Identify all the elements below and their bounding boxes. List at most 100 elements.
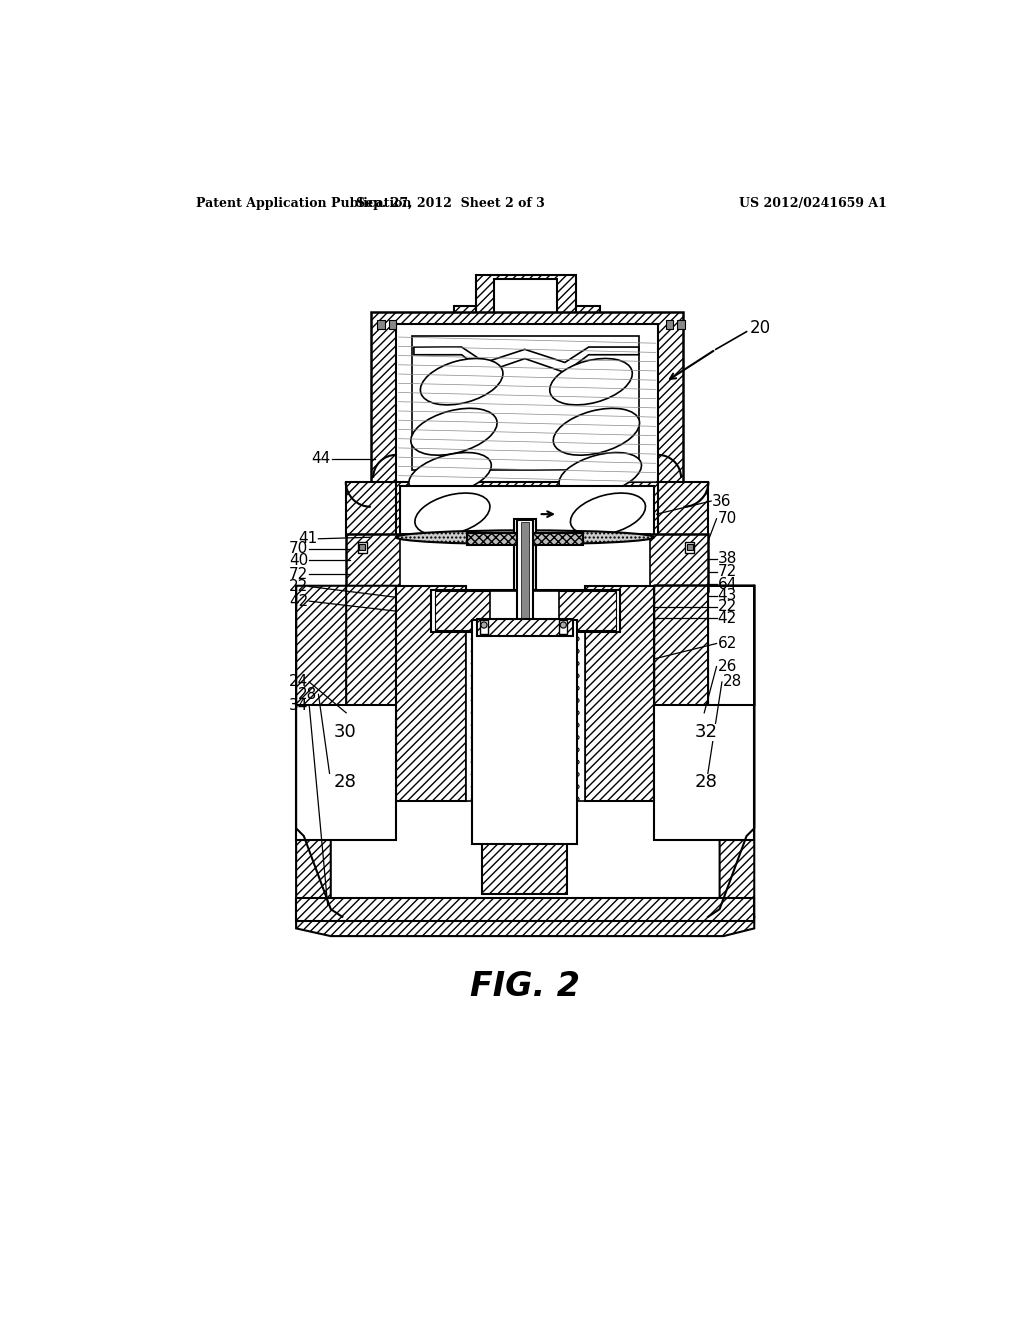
Bar [296,705,396,840]
Bar [677,321,685,330]
Ellipse shape [552,635,580,644]
Ellipse shape [471,671,499,681]
Bar [686,544,692,550]
Bar [685,543,694,553]
Bar [357,543,367,553]
Ellipse shape [471,659,499,668]
Ellipse shape [481,622,487,628]
Text: 38: 38 [718,552,737,566]
Ellipse shape [471,721,499,730]
Text: 24: 24 [289,675,308,689]
Ellipse shape [553,408,640,455]
Bar [487,804,562,842]
Ellipse shape [396,531,653,544]
Text: Patent Application Publication: Patent Application Publication [196,197,412,210]
Polygon shape [654,586,755,917]
Bar [502,805,548,821]
Bar [296,898,755,921]
Bar [477,619,572,636]
Ellipse shape [552,671,580,681]
Text: 64: 64 [718,577,737,591]
Bar [480,620,487,635]
Ellipse shape [421,359,503,405]
Ellipse shape [552,684,580,693]
Text: 44: 44 [311,451,331,466]
Ellipse shape [559,453,641,496]
Bar [654,705,755,840]
Bar [377,321,385,330]
Ellipse shape [471,795,499,804]
Ellipse shape [552,758,580,767]
Bar [467,533,583,545]
Text: 30: 30 [333,723,356,741]
Bar [326,723,364,741]
Text: 36: 36 [712,494,732,508]
Text: 22: 22 [718,599,737,614]
Text: 41: 41 [298,531,317,546]
Bar [400,486,654,540]
Text: 22: 22 [289,579,308,594]
Text: 26: 26 [718,659,737,675]
Text: 62: 62 [718,636,737,651]
Polygon shape [296,586,396,917]
Bar [472,620,578,843]
Text: 20: 20 [750,319,771,337]
Ellipse shape [552,647,580,656]
Ellipse shape [471,696,499,705]
Ellipse shape [409,453,492,496]
Ellipse shape [471,758,499,767]
Ellipse shape [471,635,499,644]
Bar [521,521,528,829]
Text: 32: 32 [694,723,717,741]
Ellipse shape [471,770,499,779]
Text: Sep. 27, 2012  Sheet 2 of 3: Sep. 27, 2012 Sheet 2 of 3 [355,197,545,210]
Bar [435,591,615,630]
Polygon shape [414,347,639,372]
Bar [687,774,724,791]
Ellipse shape [552,659,580,668]
Text: 28: 28 [723,675,742,689]
Ellipse shape [552,696,580,705]
Ellipse shape [471,733,499,742]
Text: 40: 40 [289,553,308,568]
Text: FIG. 2: FIG. 2 [470,970,580,1003]
Polygon shape [658,482,708,536]
Polygon shape [346,586,396,821]
Text: 70: 70 [289,541,308,556]
Ellipse shape [552,781,580,792]
Bar [326,774,364,791]
Text: 70: 70 [718,511,737,527]
Bar [490,591,559,630]
Ellipse shape [552,721,580,730]
Text: US 2012/0241659 A1: US 2012/0241659 A1 [739,197,887,210]
Text: 42: 42 [718,611,737,626]
Bar [431,590,620,632]
Bar [517,520,532,829]
Bar [585,586,654,801]
Text: 28: 28 [694,774,717,791]
Bar [514,519,536,619]
Ellipse shape [560,622,566,628]
Bar [494,280,557,314]
Bar [466,590,585,801]
Ellipse shape [471,684,499,693]
Ellipse shape [411,408,497,455]
Polygon shape [654,586,708,821]
Ellipse shape [552,733,580,742]
Ellipse shape [415,494,489,535]
Polygon shape [371,313,683,536]
Polygon shape [454,306,479,323]
Polygon shape [346,482,396,536]
Ellipse shape [552,795,580,804]
Text: 34: 34 [289,697,308,713]
Text: 42: 42 [289,594,308,609]
Ellipse shape [550,359,632,405]
Polygon shape [571,306,600,323]
Text: 28: 28 [298,686,317,702]
Bar [359,544,366,550]
Bar [400,535,650,591]
Bar [396,586,466,801]
Ellipse shape [471,647,499,656]
Ellipse shape [471,708,499,718]
Bar [482,840,567,894]
